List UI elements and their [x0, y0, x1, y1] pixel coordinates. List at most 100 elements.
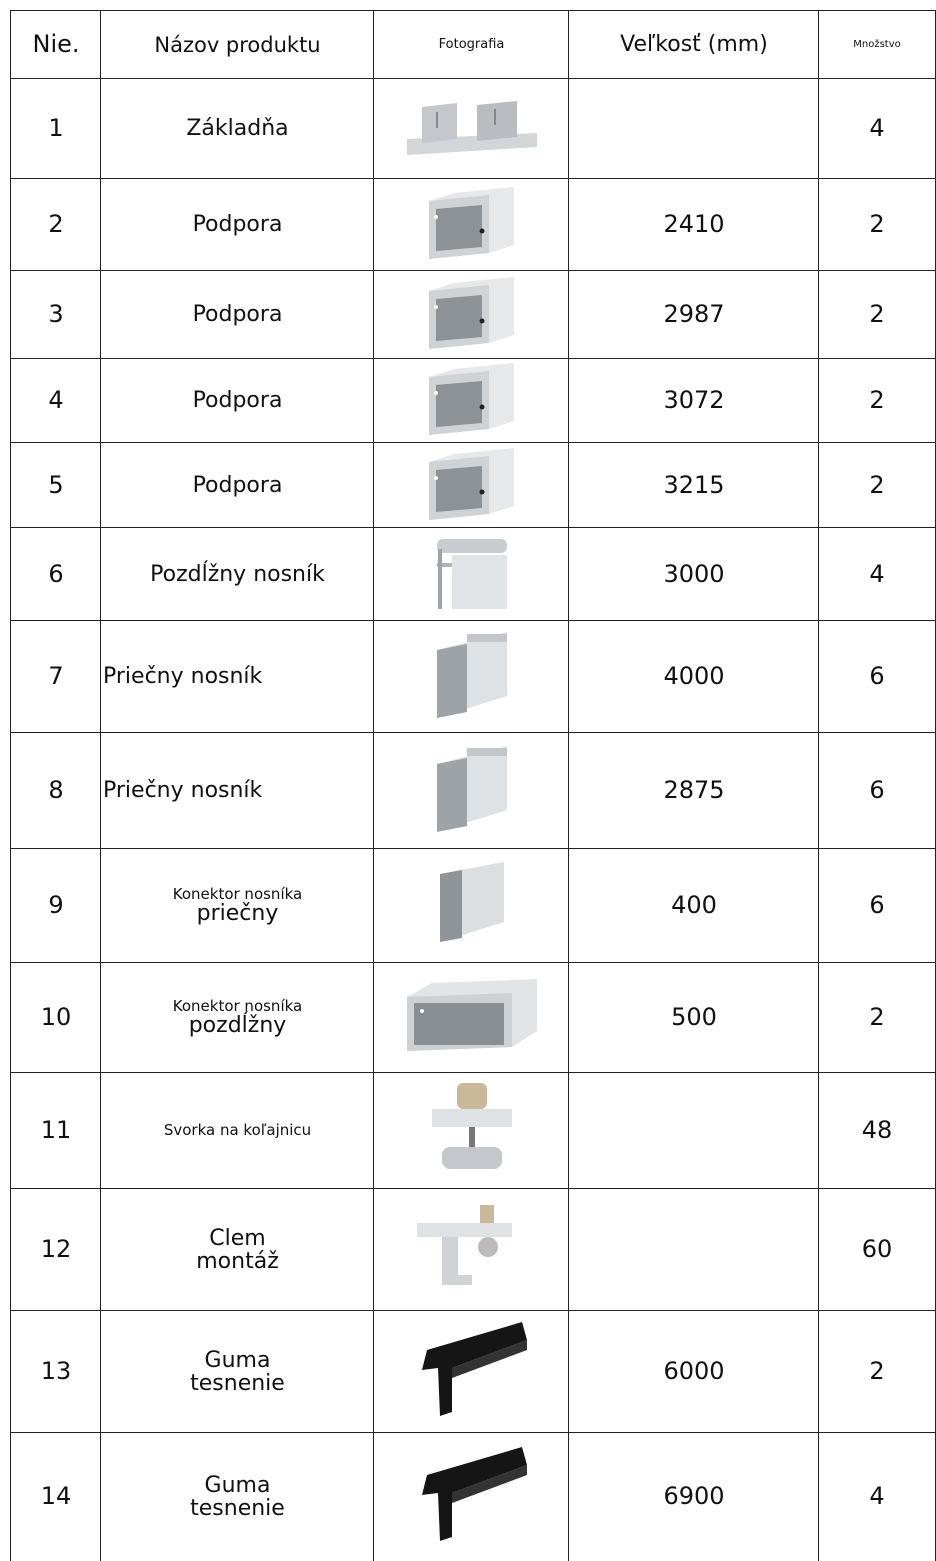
page: {"table": { "header": ["Nie.", "Názov pr…	[0, 0, 936, 1553]
product-photo	[424, 448, 519, 524]
product-name: Guma	[205, 1349, 271, 1372]
no-cell: 3	[10, 270, 101, 359]
quantity: 2	[869, 302, 884, 327]
size-cell: 400	[568, 848, 819, 963]
header-text: Veľkosť (mm)	[620, 33, 768, 56]
qty-cell: 2	[818, 442, 936, 528]
size-value: 3215	[663, 473, 724, 498]
product-name: Podpora	[193, 213, 283, 236]
no-cell: 8	[10, 732, 101, 849]
photo-cell	[373, 620, 569, 733]
row-number: 1	[48, 116, 63, 141]
size-cell: 2987	[568, 270, 819, 359]
name-cell: Podpora	[100, 442, 374, 528]
row-number: 7	[48, 664, 63, 689]
photo-cell	[373, 527, 569, 621]
size-cell: 3000	[568, 527, 819, 621]
quantity: 6	[869, 778, 884, 803]
size-cell: 2410	[568, 178, 819, 271]
row-number: 6	[48, 562, 63, 587]
quantity: 48	[862, 1118, 893, 1143]
row-number: 11	[41, 1118, 72, 1143]
row-number: 13	[41, 1359, 72, 1384]
product-name: Podpora	[193, 389, 283, 412]
product-name: Konektor nosníka	[173, 999, 302, 1015]
product-name: Priečny nosník	[103, 665, 262, 688]
no-cell: 1	[10, 78, 101, 179]
size-cell: 3215	[568, 442, 819, 528]
no-cell: 7	[10, 620, 101, 733]
name-cell: Pozdĺžny nosník	[100, 527, 374, 621]
size-cell: 500	[568, 962, 819, 1073]
product-photo	[432, 862, 512, 950]
product-name: Podpora	[193, 474, 283, 497]
qty-cell: 6	[818, 732, 936, 849]
no-cell: 5	[10, 442, 101, 528]
product-photo	[427, 630, 517, 724]
photo-cell	[373, 442, 569, 528]
product-photo	[424, 363, 519, 439]
quantity: 2	[869, 473, 884, 498]
size-value: 3072	[663, 388, 724, 413]
no-cell: 14	[10, 1432, 101, 1561]
size-value: 2875	[663, 778, 724, 803]
size-value: 2987	[663, 302, 724, 327]
row-number: 8	[48, 778, 63, 803]
quantity: 6	[869, 664, 884, 689]
product-name: tesnenie	[190, 1372, 285, 1395]
name-cell: Svorka na koľajnicu	[100, 1072, 374, 1189]
row-number: 10	[41, 1005, 72, 1030]
no-cell: 10	[10, 962, 101, 1073]
qty-cell: 4	[818, 78, 936, 179]
quantity: 2	[869, 1359, 884, 1384]
photo-cell	[373, 358, 569, 443]
product-name: Svorka na koľajnicu	[164, 1123, 311, 1139]
no-cell: 12	[10, 1188, 101, 1311]
name-cell: Podpora	[100, 358, 374, 443]
qty-cell: 2	[818, 178, 936, 271]
product-photo	[412, 1203, 532, 1297]
photo-cell	[373, 1432, 569, 1561]
size-cell: 2875	[568, 732, 819, 849]
photo-cell	[373, 1188, 569, 1311]
qty-cell: 2	[818, 1310, 936, 1433]
product-photo	[424, 187, 519, 263]
header-cell: Množstvo	[818, 10, 936, 79]
size-cell: 6900	[568, 1432, 819, 1561]
name-cell: Priečny nosník	[100, 620, 374, 733]
product-name: pozdĺžny	[189, 1014, 287, 1037]
photo-cell	[373, 1072, 569, 1189]
quantity: 4	[869, 562, 884, 587]
size-value: 6900	[663, 1484, 724, 1509]
quantity: 2	[869, 388, 884, 413]
row-number: 12	[41, 1237, 72, 1262]
product-name: Základňa	[186, 117, 288, 140]
product-name: Podpora	[193, 303, 283, 326]
size-cell	[568, 1188, 819, 1311]
row-number: 2	[48, 212, 63, 237]
no-cell: 6	[10, 527, 101, 621]
product-photo	[417, 1079, 527, 1183]
qty-cell: 48	[818, 1072, 936, 1189]
header-text: Názov produktu	[154, 34, 320, 56]
name-cell: Podpora	[100, 270, 374, 359]
product-name: Pozdĺžny nosník	[150, 563, 325, 586]
quantity: 60	[862, 1237, 893, 1262]
photo-cell	[373, 1310, 569, 1433]
size-cell	[568, 78, 819, 179]
photo-cell	[373, 270, 569, 359]
qty-cell: 60	[818, 1188, 936, 1311]
product-photo	[402, 97, 542, 161]
product-name: Clem	[209, 1227, 265, 1250]
photo-cell	[373, 178, 569, 271]
size-cell	[568, 1072, 819, 1189]
row-number: 14	[41, 1484, 72, 1509]
photo-cell	[373, 732, 569, 849]
qty-cell: 4	[818, 527, 936, 621]
header-cell: Fotografia	[373, 10, 569, 79]
qty-cell: 2	[818, 270, 936, 359]
size-value: 2410	[663, 212, 724, 237]
